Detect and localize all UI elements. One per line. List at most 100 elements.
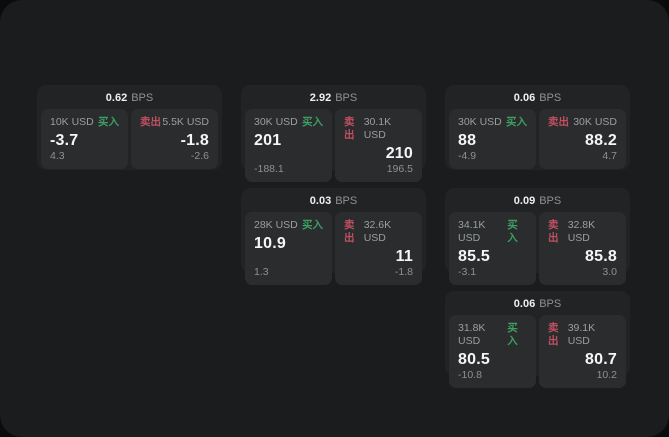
sell-amount: 39.1K USD	[567, 322, 596, 347]
bps-header: 0.62 BPS	[41, 89, 218, 109]
buy-amount: 34.1K USD	[458, 219, 486, 244]
buy-panel[interactable]: 34.1K USD 买入 85.5 -3.1	[449, 212, 536, 285]
buy-sell-panels: 28K USD 买入 10.9 1.3 卖出 32.6K USD 11 -1.8	[245, 212, 422, 285]
sell-panel-top: 卖出 32.8K USD	[548, 219, 617, 245]
sell-label: 卖出	[548, 219, 559, 244]
bps-unit: BPS	[539, 298, 562, 310]
bps-header: 0.06 BPS	[449, 89, 626, 109]
buy-label: 买入	[506, 116, 527, 128]
bps-unit: BPS	[335, 92, 358, 104]
buy-panel-top: 10K USD 买入	[50, 116, 119, 129]
buy-panel[interactable]: 30K USD 买入 201 -188.1	[245, 109, 332, 182]
bps-value: 0.06	[513, 92, 536, 104]
bps-value: 2.92	[309, 92, 332, 104]
sell-label: 卖出	[344, 116, 355, 141]
sell-amount: 32.8K USD	[567, 219, 596, 244]
buy-sell-panels: 30K USD 买入 88 -4.9 卖出 30K USD 88.2 4.7	[449, 109, 626, 169]
buy-panel[interactable]: 28K USD 买入 10.9 1.3	[245, 212, 332, 285]
sell-amount: 30K USD	[573, 116, 617, 128]
buy-amount: 10K USD	[50, 116, 94, 128]
buy-price: 10.9	[254, 235, 286, 252]
sell-panel[interactable]: 卖出 32.8K USD 85.8 3.0	[539, 212, 626, 285]
sell-panel-top: 卖出 5.5K USD	[140, 116, 209, 129]
bps-value: 0.03	[309, 195, 332, 207]
buy-amount: 30K USD	[458, 116, 502, 128]
sell-sub-value: 196.5	[386, 163, 413, 175]
buy-panel-top: 30K USD 买入	[458, 116, 527, 129]
sell-sub-value: 10.2	[596, 369, 617, 381]
buy-panel-top: 34.1K USD 买入	[458, 219, 527, 245]
sell-price: 85.8	[585, 248, 617, 265]
sell-price: 80.7	[585, 351, 617, 368]
bps-value: 0.09	[513, 195, 536, 207]
buy-price: 85.5	[458, 248, 490, 265]
buy-sub-value: -10.8	[458, 369, 482, 381]
sell-panel-top: 卖出 39.1K USD	[548, 322, 617, 348]
bps-header: 2.92 BPS	[245, 89, 422, 109]
buy-price: 80.5	[458, 351, 490, 368]
buy-sub-value: 4.3	[50, 150, 65, 162]
quote-card: 0.06 BPS 30K USD 买入 88 -4.9 卖出 30K USD	[445, 85, 630, 170]
buy-sub-value: -4.9	[458, 150, 477, 162]
buy-label: 买入	[507, 322, 518, 347]
buy-sub-value: -188.1	[254, 163, 284, 175]
buy-sell-panels: 34.1K USD 买入 85.5 -3.1 卖出 32.8K USD 85.8…	[449, 212, 626, 285]
sell-panel[interactable]: 卖出 32.6K USD 11 -1.8	[335, 212, 422, 285]
sell-amount: 30.1K USD	[363, 116, 392, 141]
quote-grid: 0.62 BPS 10K USD 买入 -3.7 4.3 卖出 5.5K USD	[37, 85, 630, 388]
bps-header: 0.09 BPS	[449, 192, 626, 212]
sell-amount: 5.5K USD	[162, 116, 209, 128]
bps-unit: BPS	[539, 195, 562, 207]
buy-panel-top: 31.8K USD 买入	[458, 322, 527, 348]
buy-sell-panels: 31.8K USD 买入 80.5 -10.8 卖出 39.1K USD 80.…	[449, 315, 626, 388]
buy-price: -3.7	[50, 132, 79, 149]
sell-price: 11	[395, 248, 413, 265]
buy-sell-panels: 10K USD 买入 -3.7 4.3 卖出 5.5K USD -1.8 -2.…	[41, 109, 218, 169]
sell-price: 88.2	[585, 132, 617, 149]
sell-label: 卖出	[548, 322, 559, 347]
sell-label: 卖出	[548, 116, 569, 128]
buy-sell-panels: 30K USD 买入 201 -188.1 卖出 30.1K USD 210 1…	[245, 109, 422, 182]
buy-panel[interactable]: 10K USD 买入 -3.7 4.3	[41, 109, 128, 169]
bps-header: 0.03 BPS	[245, 192, 422, 212]
buy-label: 买入	[507, 219, 518, 244]
buy-label: 买入	[302, 116, 323, 128]
sell-sub-value: -2.6	[190, 150, 209, 162]
sell-sub-value: 4.7	[602, 150, 617, 162]
sell-price: 210	[385, 145, 413, 162]
quote-card: 0.09 BPS 34.1K USD 买入 85.5 -3.1 卖出 32.8K…	[445, 188, 630, 285]
quote-card: 2.92 BPS 30K USD 买入 201 -188.1 卖出 30.1K …	[241, 85, 426, 182]
buy-price: 88	[458, 132, 477, 149]
buy-panel-top: 28K USD 买入	[254, 219, 323, 232]
sell-panel[interactable]: 卖出 30K USD 88.2 4.7	[539, 109, 626, 169]
sell-label: 卖出	[140, 116, 161, 128]
sell-price: -1.8	[180, 132, 209, 149]
buy-amount: 30K USD	[254, 116, 298, 128]
sell-label: 卖出	[344, 219, 355, 244]
sell-amount: 32.6K USD	[363, 219, 392, 244]
buy-amount: 28K USD	[254, 219, 298, 231]
bps-unit: BPS	[131, 92, 154, 104]
sell-panel-top: 卖出 30.1K USD	[344, 116, 413, 142]
bps-header: 0.06 BPS	[449, 295, 626, 315]
bps-value: 0.62	[105, 92, 128, 104]
sell-panel[interactable]: 卖出 39.1K USD 80.7 10.2	[539, 315, 626, 388]
buy-amount: 31.8K USD	[458, 322, 486, 347]
sell-panel-top: 卖出 30K USD	[548, 116, 617, 129]
buy-panel[interactable]: 31.8K USD 买入 80.5 -10.8	[449, 315, 536, 388]
sell-sub-value: -1.8	[394, 266, 413, 278]
sell-panel[interactable]: 卖出 30.1K USD 210 196.5	[335, 109, 422, 182]
sell-panel-top: 卖出 32.6K USD	[344, 219, 413, 245]
bps-value: 0.06	[513, 298, 536, 310]
quote-card: 0.62 BPS 10K USD 买入 -3.7 4.3 卖出 5.5K USD	[37, 85, 222, 170]
bps-unit: BPS	[335, 195, 358, 207]
buy-label: 买入	[302, 219, 323, 231]
quote-card: 0.06 BPS 31.8K USD 买入 80.5 -10.8 卖出 39.1…	[445, 291, 630, 388]
buy-panel-top: 30K USD 买入	[254, 116, 323, 129]
buy-price: 201	[254, 132, 282, 149]
buy-sub-value: -3.1	[458, 266, 477, 278]
buy-panel[interactable]: 30K USD 买入 88 -4.9	[449, 109, 536, 169]
buy-sub-value: 1.3	[254, 266, 269, 278]
sell-panel[interactable]: 卖出 5.5K USD -1.8 -2.6	[131, 109, 218, 169]
